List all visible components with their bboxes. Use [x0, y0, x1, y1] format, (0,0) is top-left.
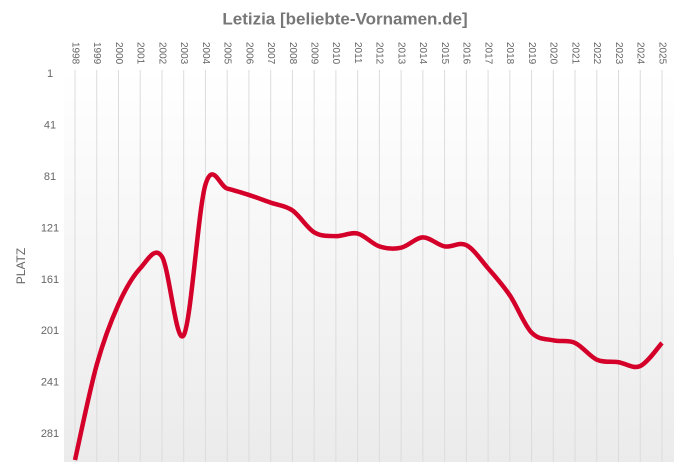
x-tick-label: 2017: [482, 42, 493, 65]
x-tick-label: 2021: [569, 42, 580, 65]
y-tick-label: 121: [41, 222, 59, 234]
x-tick-label: 2015: [439, 42, 450, 65]
x-tick-label: 2001: [135, 42, 146, 65]
plot-background: [64, 70, 674, 462]
x-tick-label: 2002: [156, 42, 167, 65]
x-tick-label: 2006: [243, 42, 254, 65]
x-tick-label: 2004: [200, 42, 211, 65]
y-tick-label: 241: [41, 377, 59, 389]
y-tick-label: 281: [41, 428, 59, 440]
y-tick-label: 161: [41, 274, 59, 286]
x-tick-label: 2010: [330, 42, 341, 65]
x-tick-label: 2022: [591, 42, 602, 65]
x-tick-label: 2024: [635, 42, 646, 65]
x-tick-label: 2000: [113, 42, 124, 65]
y-tick-label: 201: [41, 325, 59, 337]
x-tick-label: 2003: [178, 42, 189, 65]
x-tick-label: 2005: [222, 42, 233, 65]
y-tick-label: 41: [44, 119, 56, 131]
x-tick-label: 2008: [287, 42, 298, 65]
x-tick-label: 2020: [548, 42, 559, 65]
x-tick-label: 2014: [417, 42, 428, 65]
y-tick-label: 1: [47, 68, 53, 80]
y-axis-label: PLATZ: [14, 248, 28, 284]
x-tick-label: 2007: [265, 42, 276, 65]
x-tick-label: 2023: [613, 42, 624, 65]
chart-title: Letizia [beliebte-Vornamen.de]: [222, 9, 467, 28]
x-tick-label: 1999: [91, 42, 102, 65]
x-tick-label: 2025: [656, 42, 667, 65]
x-tick-label: 2018: [504, 42, 515, 65]
x-tick-label: 2016: [461, 42, 472, 65]
series-line: [72, 172, 664, 461]
x-tick-label: 2012: [374, 42, 385, 65]
y-tick-label: 81: [44, 171, 56, 183]
x-tick-label: 2013: [395, 42, 406, 65]
x-tick-label: 2009: [309, 42, 320, 65]
x-tick-label: 2011: [352, 42, 363, 64]
x-tick-label: 1998: [69, 42, 80, 65]
x-tick-label: 2019: [526, 42, 537, 65]
